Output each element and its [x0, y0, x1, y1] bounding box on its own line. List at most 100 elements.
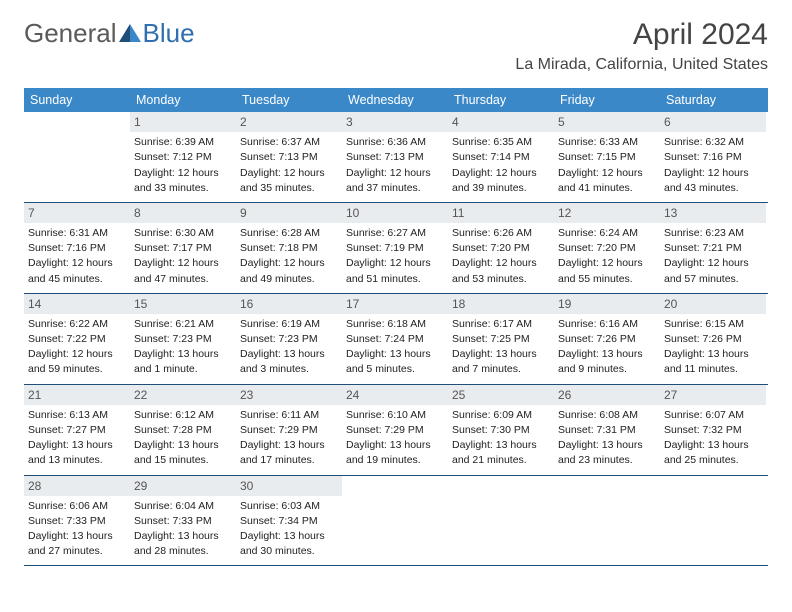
calendar-body: 1Sunrise: 6:39 AMSunset: 7:12 PMDaylight…: [24, 112, 768, 566]
daylight-line1: Daylight: 13 hours: [240, 347, 338, 361]
calendar-cell: 10Sunrise: 6:27 AMSunset: 7:19 PMDayligh…: [342, 203, 448, 293]
calendar-cell: 6Sunrise: 6:32 AMSunset: 7:16 PMDaylight…: [660, 112, 766, 202]
calendar-cell: 21 Sunrise: 6:13 AMSunset: 7:27 PMDayligh…: [24, 385, 130, 475]
brand-blue: Blue: [143, 18, 195, 49]
daylight-line2: and 37 minutes.: [346, 181, 444, 195]
day-info: Sunrise: 6:13 AMSunset: 7:27 PMDaylight:…: [28, 408, 126, 468]
sunrise-text: Sunrise: 6:21 AM: [134, 317, 232, 331]
brand-logo: General Blue: [24, 18, 195, 49]
calendar: SundayMondayTuesdayWednesdayThursdayFrid…: [24, 88, 768, 566]
daylight-line2: and 19 minutes.: [346, 453, 444, 467]
day-number: 5: [554, 112, 660, 132]
sunset-text: Sunset: 7:29 PM: [240, 423, 338, 437]
daylight-line2: and 11 minutes.: [664, 362, 762, 376]
daylight-line2: and 49 minutes.: [240, 272, 338, 286]
day-number: 16: [236, 294, 342, 314]
daylight-line2: and 17 minutes.: [240, 453, 338, 467]
day-number: 26: [554, 385, 660, 405]
daylight-line2: and 3 minutes.: [240, 362, 338, 376]
day-info: Sunrise: 6:17 AMSunset: 7:25 PMDaylight:…: [452, 317, 550, 377]
day-number: 29: [130, 476, 236, 496]
day-number: 21: [24, 385, 130, 405]
sunset-text: Sunset: 7:31 PM: [558, 423, 656, 437]
calendar-cell: 29Sunrise: 6:04 AMSunset: 7:33 PMDayligh…: [130, 476, 236, 566]
sunset-text: Sunset: 7:30 PM: [452, 423, 550, 437]
calendar-week: 7Sunrise: 6:31 AMSunset: 7:16 PMDaylight…: [24, 203, 768, 294]
daylight-line1: Daylight: 12 hours: [664, 166, 762, 180]
daylight-line1: Daylight: 13 hours: [240, 438, 338, 452]
day-number: 13: [660, 203, 766, 223]
daylight-line1: Daylight: 12 hours: [240, 166, 338, 180]
daylight-line2: and 28 minutes.: [134, 544, 232, 558]
daylight-line1: Daylight: 12 hours: [664, 256, 762, 270]
daylight-line2: and 53 minutes.: [452, 272, 550, 286]
day-info: Sunrise: 6:24 AMSunset: 7:20 PMDaylight:…: [558, 226, 656, 286]
calendar-cell: [554, 476, 660, 566]
daylight-line1: Daylight: 13 hours: [134, 529, 232, 543]
daylight-line1: Daylight: 13 hours: [134, 438, 232, 452]
sunrise-text: Sunrise: 6:23 AM: [664, 226, 762, 240]
day-number: 9: [236, 203, 342, 223]
daylight-line2: and 1 minute.: [134, 362, 232, 376]
sunset-text: Sunset: 7:23 PM: [240, 332, 338, 346]
day-info: Sunrise: 6:06 AMSunset: 7:33 PMDaylight:…: [28, 499, 126, 559]
day-number: 12: [554, 203, 660, 223]
sunset-text: Sunset: 7:26 PM: [558, 332, 656, 346]
day-header-row: SundayMondayTuesdayWednesdayThursdayFrid…: [24, 88, 768, 112]
day-info: Sunrise: 6:16 AMSunset: 7:26 PMDaylight:…: [558, 317, 656, 377]
sunset-text: Sunset: 7:16 PM: [664, 150, 762, 164]
day-header: Thursday: [448, 88, 554, 112]
sunrise-text: Sunrise: 6:35 AM: [452, 135, 550, 149]
daylight-line1: Daylight: 12 hours: [558, 166, 656, 180]
day-info: Sunrise: 6:32 AMSunset: 7:16 PMDaylight:…: [664, 135, 762, 195]
calendar-cell: 27Sunrise: 6:07 AMSunset: 7:32 PMDayligh…: [660, 385, 766, 475]
sunset-text: Sunset: 7:15 PM: [558, 150, 656, 164]
sunrise-text: Sunrise: 6:17 AM: [452, 317, 550, 331]
day-number: 10: [342, 203, 448, 223]
sunset-text: Sunset: 7:27 PM: [28, 423, 126, 437]
day-number: 2: [236, 112, 342, 132]
day-number: 25: [448, 385, 554, 405]
day-info: Sunrise: 6:09 AMSunset: 7:30 PMDaylight:…: [452, 408, 550, 468]
day-number: 20: [660, 294, 766, 314]
day-info: Sunrise: 6:23 AMSunset: 7:21 PMDaylight:…: [664, 226, 762, 286]
calendar-week: 1Sunrise: 6:39 AMSunset: 7:12 PMDaylight…: [24, 112, 768, 203]
title-block: April 2024 La Mirada, California, United…: [515, 18, 768, 74]
calendar-cell: [660, 476, 766, 566]
sunset-text: Sunset: 7:32 PM: [664, 423, 762, 437]
day-info: Sunrise: 6:28 AMSunset: 7:18 PMDaylight:…: [240, 226, 338, 286]
sunrise-text: Sunrise: 6:27 AM: [346, 226, 444, 240]
daylight-line2: and 51 minutes.: [346, 272, 444, 286]
daylight-line2: and 33 minutes.: [134, 181, 232, 195]
sunrise-text: Sunrise: 6:07 AM: [664, 408, 762, 422]
daylight-line2: and 45 minutes.: [28, 272, 126, 286]
daylight-line1: Daylight: 12 hours: [452, 256, 550, 270]
daylight-line2: and 30 minutes.: [240, 544, 338, 558]
daylight-line1: Daylight: 13 hours: [558, 438, 656, 452]
day-info: Sunrise: 6:21 AMSunset: 7:23 PMDaylight:…: [134, 317, 232, 377]
day-number: 14: [24, 294, 130, 314]
sunrise-text: Sunrise: 6:39 AM: [134, 135, 232, 149]
day-info: Sunrise: 6:11 AMSunset: 7:29 PMDaylight:…: [240, 408, 338, 468]
calendar-cell: 8Sunrise: 6:30 AMSunset: 7:17 PMDaylight…: [130, 203, 236, 293]
sunrise-text: Sunrise: 6:31 AM: [28, 226, 126, 240]
day-number: 15: [130, 294, 236, 314]
day-number: 18: [448, 294, 554, 314]
calendar-cell: 24Sunrise: 6:10 AMSunset: 7:29 PMDayligh…: [342, 385, 448, 475]
sunset-text: Sunset: 7:18 PM: [240, 241, 338, 255]
sunset-text: Sunset: 7:13 PM: [240, 150, 338, 164]
calendar-cell: 28Sunrise: 6:06 AMSunset: 7:33 PMDayligh…: [24, 476, 130, 566]
calendar-cell: 14Sunrise: 6:22 AMSunset: 7:22 PMDayligh…: [24, 294, 130, 384]
day-info: Sunrise: 6:10 AMSunset: 7:29 PMDaylight:…: [346, 408, 444, 468]
sunrise-text: Sunrise: 6:15 AM: [664, 317, 762, 331]
sunset-text: Sunset: 7:33 PM: [28, 514, 126, 528]
sunrise-text: Sunrise: 6:30 AM: [134, 226, 232, 240]
sunset-text: Sunset: 7:19 PM: [346, 241, 444, 255]
sunset-text: Sunset: 7:20 PM: [452, 241, 550, 255]
daylight-line1: Daylight: 12 hours: [346, 166, 444, 180]
daylight-line1: Daylight: 13 hours: [558, 347, 656, 361]
sunrise-text: Sunrise: 6:03 AM: [240, 499, 338, 513]
sunset-text: Sunset: 7:14 PM: [452, 150, 550, 164]
day-info: Sunrise: 6:36 AMSunset: 7:13 PMDaylight:…: [346, 135, 444, 195]
day-number: 8: [130, 203, 236, 223]
